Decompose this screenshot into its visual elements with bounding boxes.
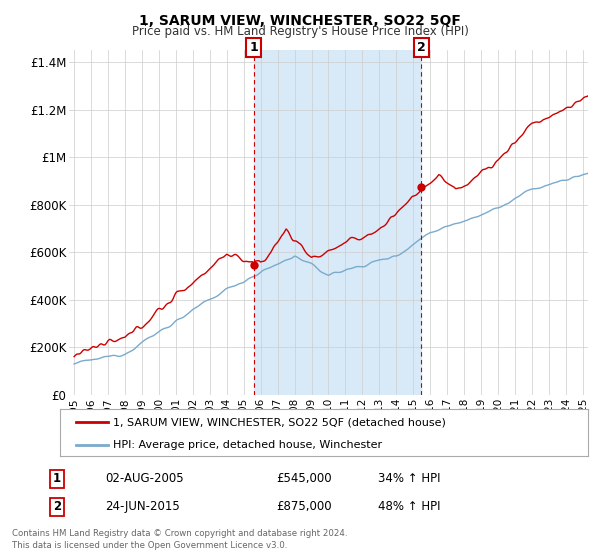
Text: 34% ↑ HPI: 34% ↑ HPI xyxy=(378,472,440,486)
Text: 2: 2 xyxy=(417,41,426,54)
Text: This data is licensed under the Open Government Licence v3.0.: This data is licensed under the Open Gov… xyxy=(12,541,287,550)
Text: 1: 1 xyxy=(53,472,61,486)
Text: 24-JUN-2015: 24-JUN-2015 xyxy=(105,500,180,514)
Text: HPI: Average price, detached house, Winchester: HPI: Average price, detached house, Winc… xyxy=(113,440,382,450)
Text: £545,000: £545,000 xyxy=(276,472,332,486)
Text: 1, SARUM VIEW, WINCHESTER, SO22 5QF: 1, SARUM VIEW, WINCHESTER, SO22 5QF xyxy=(139,14,461,28)
Text: £875,000: £875,000 xyxy=(276,500,332,514)
Text: Contains HM Land Registry data © Crown copyright and database right 2024.: Contains HM Land Registry data © Crown c… xyxy=(12,530,347,539)
Text: Price paid vs. HM Land Registry's House Price Index (HPI): Price paid vs. HM Land Registry's House … xyxy=(131,25,469,38)
Text: 48% ↑ HPI: 48% ↑ HPI xyxy=(378,500,440,514)
Text: 1: 1 xyxy=(249,41,258,54)
Text: 1, SARUM VIEW, WINCHESTER, SO22 5QF (detached house): 1, SARUM VIEW, WINCHESTER, SO22 5QF (det… xyxy=(113,417,446,427)
Text: 02-AUG-2005: 02-AUG-2005 xyxy=(105,472,184,486)
Bar xyxy=(254,50,421,395)
Text: 2: 2 xyxy=(53,500,61,514)
